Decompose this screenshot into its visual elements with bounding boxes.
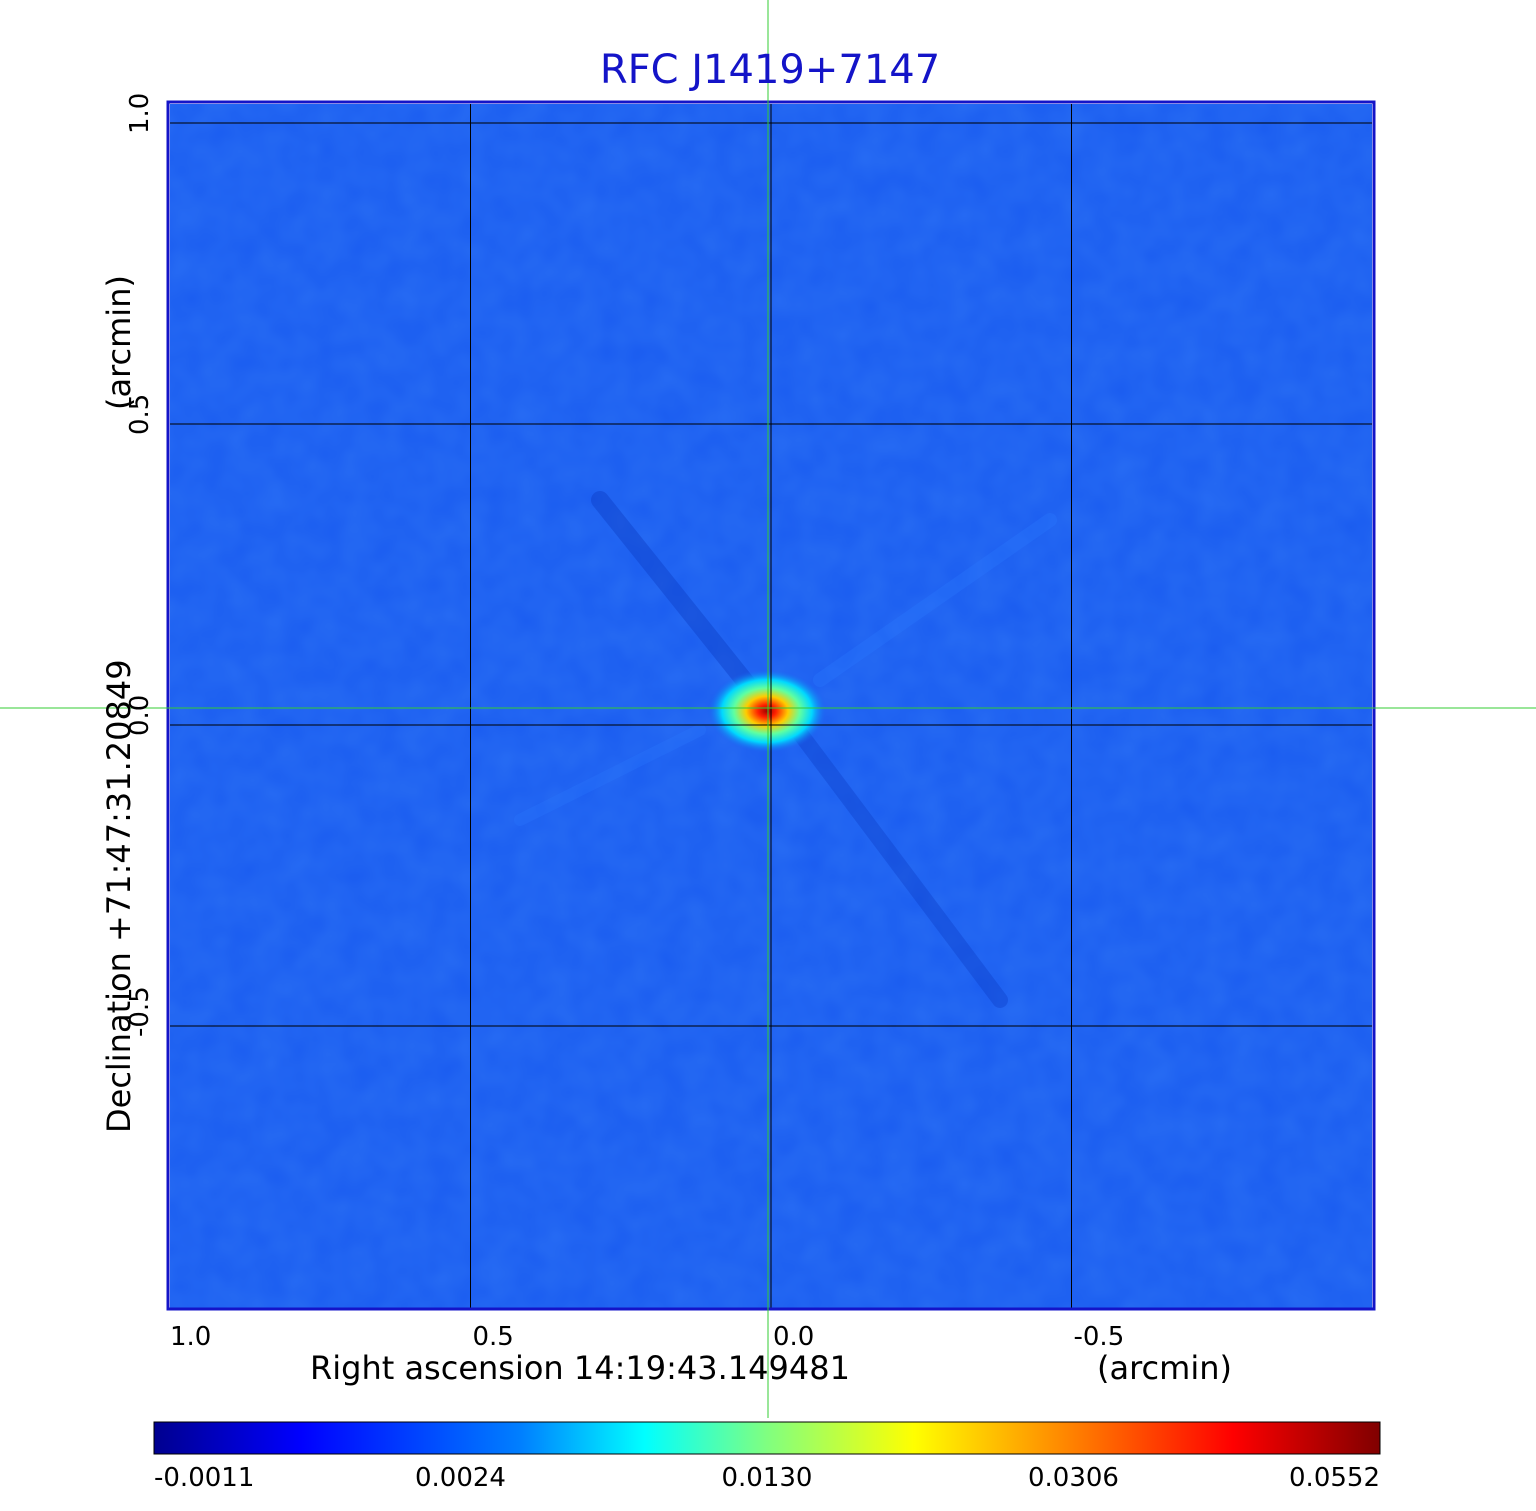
- colorbar-tick-label: 0.0024: [415, 1463, 506, 1493]
- colorbar-tick-label: 0.0130: [722, 1463, 813, 1493]
- y-tick-label: 0.0: [125, 695, 155, 736]
- x-axis-unit: (arcmin): [1097, 1349, 1232, 1387]
- y-tick-label: 1.0: [125, 93, 155, 134]
- plot-frame: [166, 100, 1376, 1311]
- colorbar-tick-label: 0.0552: [1289, 1463, 1380, 1493]
- x-tick-label: 0.0: [773, 1322, 814, 1352]
- sidelobe-streaks: [514, 491, 1057, 1008]
- y-tick-label: 0.5: [125, 394, 155, 435]
- x-tick-label: 0.5: [473, 1322, 514, 1352]
- colorbar: [153, 1421, 1381, 1455]
- y-axis-label: Declination +71:47:31.20849: [100, 659, 138, 1133]
- y-tick-labels: 1.0 0.5 0.0 -0.5: [125, 93, 155, 1037]
- x-tick-label: 1.0: [170, 1322, 211, 1352]
- colorbar-tick-label: -0.0011: [154, 1463, 254, 1493]
- chart-title: RFC J1419+7147: [600, 47, 940, 93]
- x-tick-label: -0.5: [1074, 1322, 1125, 1352]
- x-axis-label: Right ascension 14:19:43.149481: [310, 1349, 850, 1387]
- colorbar-tick-label: 0.0306: [1028, 1463, 1119, 1493]
- source-peak: [707, 669, 827, 753]
- grid-lines: [170, 104, 1372, 1308]
- y-tick-label: -0.5: [125, 986, 155, 1037]
- x-tick-labels: 1.0 0.5 0.0 -0.5: [170, 1322, 1124, 1352]
- y-axis-unit: (arcmin): [100, 275, 138, 410]
- colorbar-tick-labels: -0.0011 0.0024 0.0130 0.0306 0.0552: [154, 1463, 1380, 1493]
